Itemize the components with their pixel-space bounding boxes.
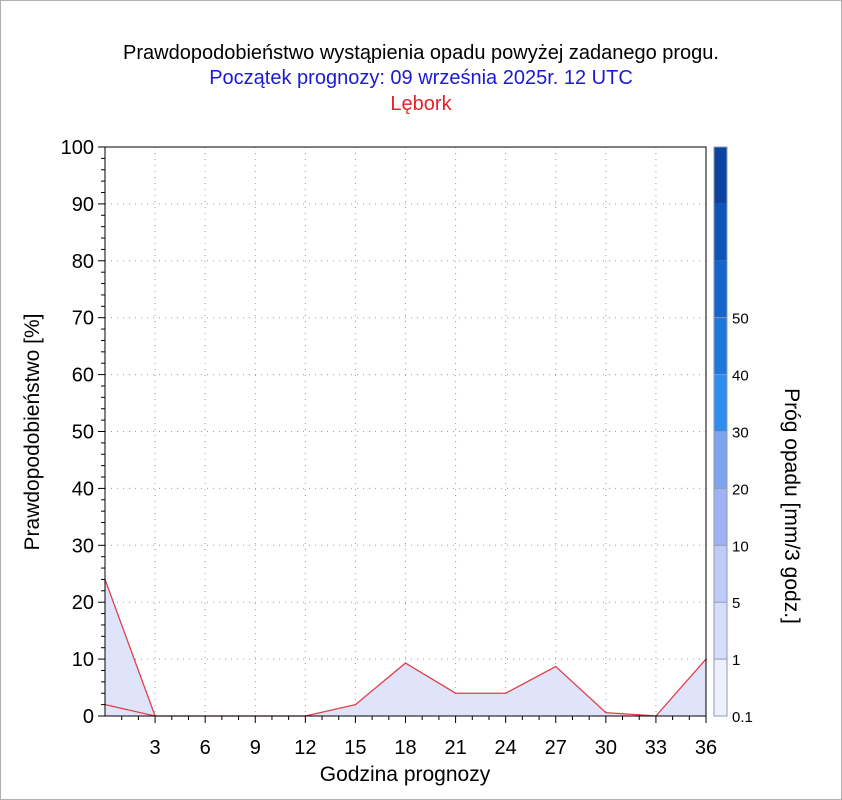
series-2-line	[104, 703, 156, 717]
colorbar-segment	[714, 488, 727, 546]
colorbar-segment	[714, 317, 727, 375]
colorbar-segment	[714, 602, 727, 660]
y-tick-label: 30	[72, 535, 94, 557]
x-tick-label: 12	[294, 737, 316, 759]
x-tick-label: 33	[645, 737, 667, 759]
data-point	[554, 665, 557, 668]
grid	[105, 147, 706, 716]
data-point	[454, 692, 457, 695]
colorbar: 0.1 1 5 10 20 30 40 50	[713, 146, 753, 726]
x-tick-label: 21	[444, 737, 466, 759]
colorbar-tick-label: 50	[732, 311, 749, 328]
data-point	[354, 703, 357, 706]
colorbar-segment	[714, 260, 727, 318]
colorbar-tick-label: 30	[732, 425, 749, 442]
x-axis-label: Godzina prognozy	[320, 763, 491, 786]
y-tick-label: 100	[61, 137, 94, 159]
y-tick-label: 10	[72, 649, 94, 671]
series-1-area	[105, 579, 706, 716]
series-area	[104, 578, 707, 717]
y-tick-label: 20	[72, 592, 94, 614]
data-point	[404, 662, 407, 664]
forecast-start-subtitle: Początek prognozy: 09 września 2025r. 12…	[209, 67, 633, 89]
colorbar-tick-label: 5	[732, 595, 740, 612]
colorbar-tick-label: 10	[732, 538, 749, 555]
y-tick-label: 50	[72, 422, 94, 444]
colorbar-segment	[714, 147, 727, 204]
data-point	[504, 692, 507, 695]
chart-title: Prawdopodobieństwo wystąpienia opadu pow…	[123, 42, 719, 64]
colorbar-label: Próg opadu [mm/3 godz.]	[780, 388, 803, 624]
colorbar-segment	[714, 545, 727, 603]
y-tick-label: 40	[72, 478, 94, 500]
x-tick-label: 6	[200, 737, 211, 759]
y-tick-label: 60	[72, 365, 94, 387]
x-tick-label: 9	[250, 737, 261, 759]
colorbar-tick-label: 40	[732, 368, 749, 385]
x-tick-label: 18	[394, 737, 416, 759]
y-tick-label: 90	[72, 194, 94, 216]
x-tick-label: 24	[495, 737, 517, 759]
colorbar-tick-label: 20	[732, 481, 749, 498]
colorbar-segment	[714, 374, 727, 432]
x-tick-label: 36	[695, 737, 717, 759]
y-axis-label: Prawdopodobieństwo [%]	[21, 314, 44, 551]
colorbar-segment	[714, 203, 727, 261]
y-tick-label: 70	[72, 308, 94, 330]
x-tick-label: 3	[150, 737, 161, 759]
colorbar-tick-label: 0.1	[732, 709, 753, 726]
y-tick-label: 80	[72, 251, 94, 273]
colorbar-segment	[714, 659, 727, 716]
y-tick-label: 0	[83, 706, 94, 728]
x-tick-label: 27	[545, 737, 567, 759]
colorbar-tick-label: 1	[732, 652, 740, 669]
x-tick-label: 30	[595, 737, 617, 759]
location-name: Lębork	[390, 93, 452, 115]
x-tick-label: 15	[344, 737, 366, 759]
data-point	[605, 711, 607, 714]
colorbar-segment	[714, 431, 727, 489]
